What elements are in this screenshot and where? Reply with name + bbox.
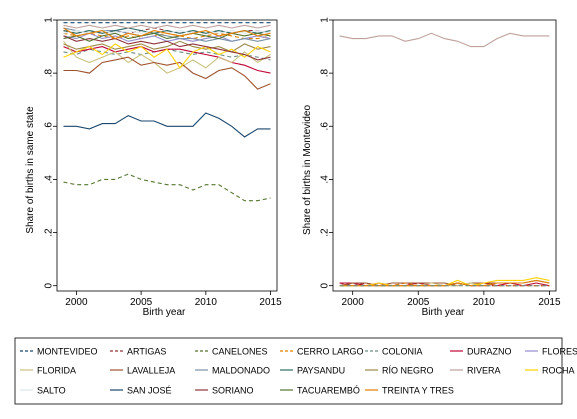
legend-label-flores: FLORES [542,347,577,357]
left-series-treinta-y-tres [63,27,271,40]
left-series-soriano [63,35,271,61]
legend-label-san-jose: SAN JOSÉ [127,386,172,396]
right-plot-frame [332,19,557,292]
right-y-axis-label: Share of births in Montevideo [302,105,313,236]
left-x-tick-label: 2000 [65,297,88,308]
left-plot-frame [56,19,278,292]
left-series-florida [63,40,271,74]
left-y-tick-label: .6 [44,122,55,131]
right-series-rivera [339,32,550,48]
left-series-rio-negro [63,40,271,53]
left-y-tick-label: .8 [44,69,55,78]
right-x-tick-label: 2000 [342,297,365,308]
right-plot-area: 0 .2 .4 .6 .8 1 2000 2005 2010 2015 [320,17,562,308]
legend-label-artigas: ARTIGAS [127,347,166,357]
left-y-tick-label: 1 [44,17,55,23]
legend-label-durazno: DURAZNO [467,347,512,357]
left-series-rocha [63,43,271,69]
left-series-tacuarembo [63,32,271,42]
legend-label-montevideo: MONTEVIDEO [37,347,98,357]
legend: MONTEVIDEO ARTIGAS CANELONES CERRO LARGO COL… [14,337,577,405]
left-y-tick-label: .2 [44,228,55,237]
legend-label-salto: SALTO [37,386,66,396]
left-panel-same-state: Share of births in same state Birth year… [25,17,282,318]
left-plot-area: 0 .2 .4 .6 .8 1 2000 2005 2010 2015 [44,17,283,308]
right-y-tick-label: .4 [320,175,331,184]
left-series-canelones [63,173,271,202]
right-x-tick-label: 2005 [407,297,430,308]
legend-label-cerro-largo: CERRO LARGO [297,347,364,357]
right-x-tick-label: 2010 [473,297,496,308]
legend-label-rio-negro: RÍO NEGRO [382,366,434,376]
left-x-axis-label: Birth year [143,307,186,318]
legend-label-rocha: ROCHA [542,366,575,376]
left-series-rivera [63,24,271,29]
right-series-treinta-y-tres [339,279,550,287]
legend-label-colonia: COLONIA [382,347,423,357]
left-y-tick-label: 0 [44,282,55,288]
left-y-axis-label: Share of births in same state [25,106,36,234]
legend-label-maldonado: MALDONADO [212,366,270,376]
left-y-tick-label: .4 [44,175,55,184]
legend-frame [14,337,563,405]
legend-label-soriano: SORIANO [212,386,254,396]
right-x-axis-label: Birth year [422,307,465,318]
legend-label-rivera: RIVERA [467,366,501,376]
left-x-tick-label: 2015 [259,297,282,308]
legend-label-florida: FLORIDA [37,366,76,376]
right-y-tick-label: .6 [320,122,331,131]
right-x-tick-label: 2015 [538,297,561,308]
left-series-lavalleja [63,56,271,90]
left-x-tick-label: 2005 [130,297,153,308]
legend-label-tacuarembo: TACUAREMBÓ [297,386,360,396]
legend-label-canelones: CANELONES [212,347,268,357]
left-x-tick-label: 2010 [195,297,218,308]
right-panel-montevideo: Share of births in Montevideo Birth year… [302,17,561,318]
right-y-tick-label: .2 [320,228,331,237]
right-y-tick-label: 1 [320,17,331,23]
legend-label-paysandu: PAYSANDU [297,366,345,376]
right-y-tick-label: 0 [320,282,331,288]
left-series-san-jose [63,112,271,138]
legend-label-treinta-y-tres: TREINTA Y TRES [382,386,454,396]
legend-label-lavalleja: LAVALLEJA [127,366,175,376]
right-y-tick-label: .8 [320,69,331,78]
